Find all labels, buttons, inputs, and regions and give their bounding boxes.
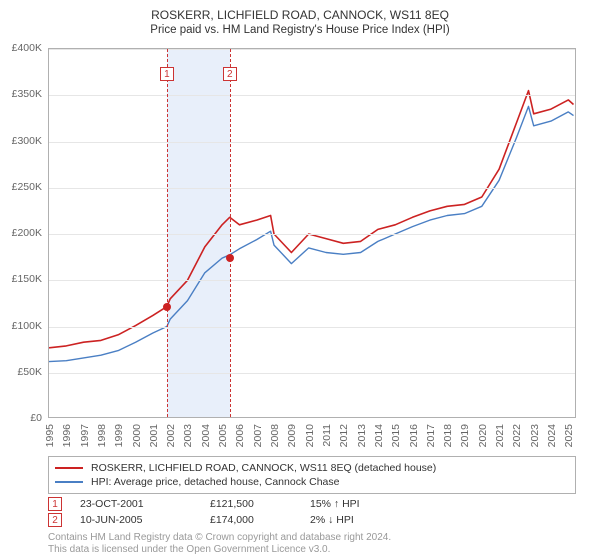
x-axis-label: 2020 <box>477 424 489 447</box>
y-axis-label: £100K <box>0 320 42 332</box>
x-axis-label: 1996 <box>61 424 73 447</box>
transactions-table: 1 23-OCT-2001 £121,500 15% ↑ HPI 2 10-JU… <box>48 496 576 528</box>
x-axis-label: 2019 <box>459 424 471 447</box>
x-axis-label: 2004 <box>200 424 212 447</box>
tx-price: £174,000 <box>210 514 310 526</box>
x-axis-label: 2018 <box>442 424 454 447</box>
x-axis-label: 2010 <box>304 424 316 447</box>
line-series <box>49 91 574 348</box>
tx-price: £121,500 <box>210 498 310 510</box>
x-axis-label: 2022 <box>511 424 523 447</box>
legend-swatch <box>55 467 83 469</box>
legend: ROSKERR, LICHFIELD ROAD, CANNOCK, WS11 8… <box>48 456 576 494</box>
transaction-marker <box>226 254 234 262</box>
x-axis-label: 2000 <box>131 424 143 447</box>
footer-attribution: Contains HM Land Registry data © Crown c… <box>48 532 576 556</box>
y-axis-label: £400K <box>0 42 42 54</box>
legend-swatch <box>55 481 83 483</box>
page-title: ROSKERR, LICHFIELD ROAD, CANNOCK, WS11 8… <box>0 8 600 22</box>
x-axis-label: 2003 <box>182 424 194 447</box>
x-axis-label: 2008 <box>269 424 281 447</box>
table-row: 1 23-OCT-2001 £121,500 15% ↑ HPI <box>48 496 576 512</box>
y-axis-label: £300K <box>0 135 42 147</box>
y-axis-label: £350K <box>0 88 42 100</box>
page-subtitle: Price paid vs. HM Land Registry's House … <box>0 24 600 36</box>
legend-item: HPI: Average price, detached house, Cann… <box>55 475 569 489</box>
y-axis-label: £150K <box>0 273 42 285</box>
y-axis-label: £250K <box>0 181 42 193</box>
x-axis-label: 2024 <box>546 424 558 447</box>
y-axis-label: £50K <box>0 366 42 378</box>
x-axis-label: 1997 <box>79 424 91 447</box>
plot-area: 12 <box>48 48 576 418</box>
transaction-vline <box>167 49 168 417</box>
tx-callout-number: 2 <box>48 513 62 527</box>
x-axis-label: 2012 <box>338 424 350 447</box>
x-axis-label: 1999 <box>113 424 125 447</box>
x-axis-label: 2009 <box>286 424 298 447</box>
legend-label: HPI: Average price, detached house, Cann… <box>91 476 339 488</box>
x-axis-label: 2011 <box>321 424 333 447</box>
y-axis-label: £0 <box>0 412 42 424</box>
legend-label: ROSKERR, LICHFIELD ROAD, CANNOCK, WS11 8… <box>91 462 436 474</box>
x-axis-label: 2014 <box>373 424 385 447</box>
tx-delta-vs-hpi: 15% ↑ HPI <box>310 498 420 510</box>
tx-date: 10-JUN-2005 <box>80 514 210 526</box>
x-axis-label: 2015 <box>390 424 402 447</box>
x-axis-label: 2023 <box>529 424 541 447</box>
tx-date: 23-OCT-2001 <box>80 498 210 510</box>
x-axis-label: 2005 <box>217 424 229 447</box>
x-axis-label: 2006 <box>234 424 246 447</box>
x-axis-label: 2021 <box>494 424 506 447</box>
x-axis-label: 2002 <box>165 424 177 447</box>
table-row: 2 10-JUN-2005 £174,000 2% ↓ HPI <box>48 512 576 528</box>
chart: 12 £0£50K£100K£150K£200K£250K£300K£350K£… <box>48 48 576 418</box>
tx-callout-number: 1 <box>48 497 62 511</box>
footer-line: Contains HM Land Registry data © Crown c… <box>48 532 576 544</box>
transaction-vline <box>230 49 231 417</box>
x-axis-label: 2001 <box>148 424 160 447</box>
x-axis-label: 2025 <box>563 424 575 447</box>
tx-delta-vs-hpi: 2% ↓ HPI <box>310 514 420 526</box>
x-axis-label: 1995 <box>44 424 56 447</box>
x-axis-label: 2017 <box>425 424 437 447</box>
x-axis-label: 2013 <box>356 424 368 447</box>
transaction-marker <box>163 303 171 311</box>
legend-item: ROSKERR, LICHFIELD ROAD, CANNOCK, WS11 8… <box>55 461 569 475</box>
footer-line: This data is licensed under the Open Gov… <box>48 544 576 556</box>
x-axis-label: 2007 <box>252 424 264 447</box>
x-axis-label: 2016 <box>408 424 420 447</box>
y-axis-label: £200K <box>0 227 42 239</box>
x-axis-label: 1998 <box>96 424 108 447</box>
transaction-callout: 2 <box>223 67 237 81</box>
transaction-callout: 1 <box>160 67 174 81</box>
